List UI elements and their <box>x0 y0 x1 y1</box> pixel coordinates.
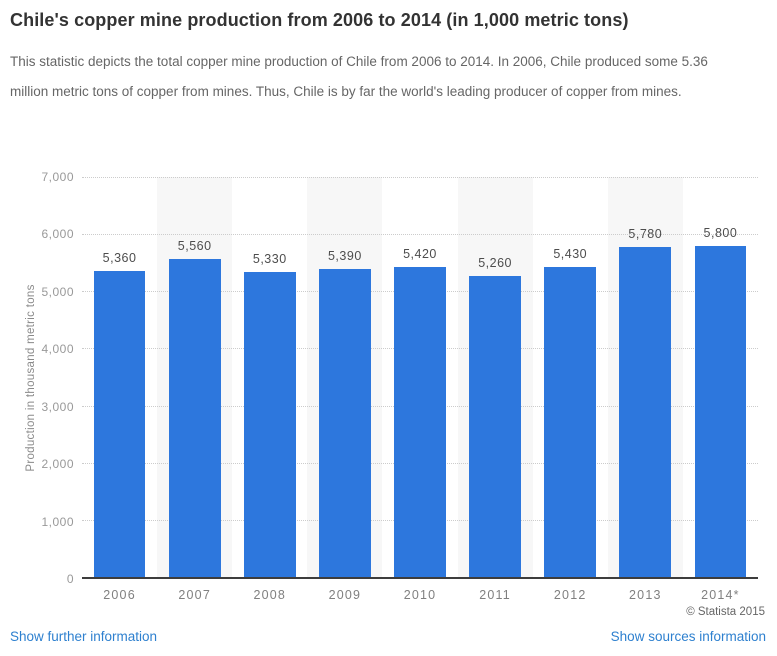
y-tick-label-4000: 4,000 <box>41 342 74 357</box>
y-axis-tick-labels: 0 1,000 2,000 3,000 4,000 5,000 6,000 7,000 <box>0 170 74 586</box>
plot-area: 5,360 2006 5,560 2007 5,330 2008 5,390 2009 5,42… <box>82 177 758 602</box>
y-tick-label-6000: 6,000 <box>41 227 74 242</box>
y-tick-label-1000: 1,000 <box>41 514 74 529</box>
bar-2013[interactable] <box>619 246 672 577</box>
bar-columns: 5,360 2006 5,560 2007 5,330 2008 5,390 2009 5,42… <box>82 177 758 602</box>
bar-2014*[interactable] <box>694 245 747 577</box>
x-tick-label-2006: 2006 <box>103 588 136 602</box>
bar-2009[interactable] <box>318 269 371 577</box>
y-tick-label-7000: 7,000 <box>41 170 74 184</box>
column-2013: 5,780 2013 <box>607 177 683 602</box>
bar-2006[interactable] <box>93 270 146 577</box>
x-tick-label-2008: 2008 <box>253 588 287 602</box>
x-tick-label-2007: 2007 <box>178 588 211 602</box>
y-tick-label-3000: 3,000 <box>41 399 74 414</box>
x-tick-label-2012: 2012 <box>553 588 587 602</box>
bar-value-label-2007: 5,560 <box>177 239 212 254</box>
bar-value-label-2013: 5,780 <box>628 226 663 241</box>
column-2014*: 5,800 2014* <box>683 177 758 602</box>
x-tick-label-2011: 2011 <box>479 588 511 602</box>
bar-2010[interactable] <box>394 267 446 577</box>
bar-chart: Production in thousand metric tons 0 1,00… <box>0 170 777 602</box>
x-tick-label-2013: 2013 <box>629 588 662 602</box>
y-tick-label-0: 0 <box>66 572 74 586</box>
bar-2008[interactable] <box>243 272 296 577</box>
chart-description: This statistic depicts the total copper … <box>10 54 708 99</box>
bar-value-label-2014*: 5,800 <box>703 225 738 240</box>
bar-value-label-2009: 5,390 <box>327 249 362 263</box>
x-tick-label-2010: 2010 <box>403 588 437 602</box>
bar-value-label-2006: 5,360 <box>102 250 137 265</box>
y-tick-label-5000: 5,000 <box>41 284 74 299</box>
column-2008: 5,330 2008 <box>232 177 307 602</box>
column-2011: 5,260 2011 <box>457 177 533 602</box>
show-sources-information-link[interactable]: Show sources information <box>610 629 766 644</box>
column-2012: 5,430 2012 <box>533 177 608 602</box>
bar-2011[interactable] <box>469 276 521 577</box>
bar-value-label-2011: 5,260 <box>478 256 512 271</box>
page-title: Chile's copper mine production from 2006… <box>10 10 629 30</box>
x-tick-label-2009: 2009 <box>328 588 362 602</box>
column-2009: 5,390 2009 <box>307 177 383 602</box>
x-tick-label-2014*: 2014* <box>701 588 740 602</box>
y-tick-label-2000: 2,000 <box>41 457 74 472</box>
bar-value-label-2010: 5,420 <box>403 247 437 262</box>
column-2006: 5,360 2006 <box>82 177 157 602</box>
copyright-notice: © Statista 2015 <box>686 606 765 618</box>
show-further-information-link[interactable]: Show further information <box>10 629 158 644</box>
bar-2007[interactable] <box>168 259 221 577</box>
bar-2012[interactable] <box>544 266 597 577</box>
bar-value-label-2008: 5,330 <box>252 252 287 267</box>
column-2010: 5,420 2010 <box>382 177 457 602</box>
column-2007: 5,560 2007 <box>157 177 233 602</box>
bar-value-label-2012: 5,430 <box>553 246 588 261</box>
